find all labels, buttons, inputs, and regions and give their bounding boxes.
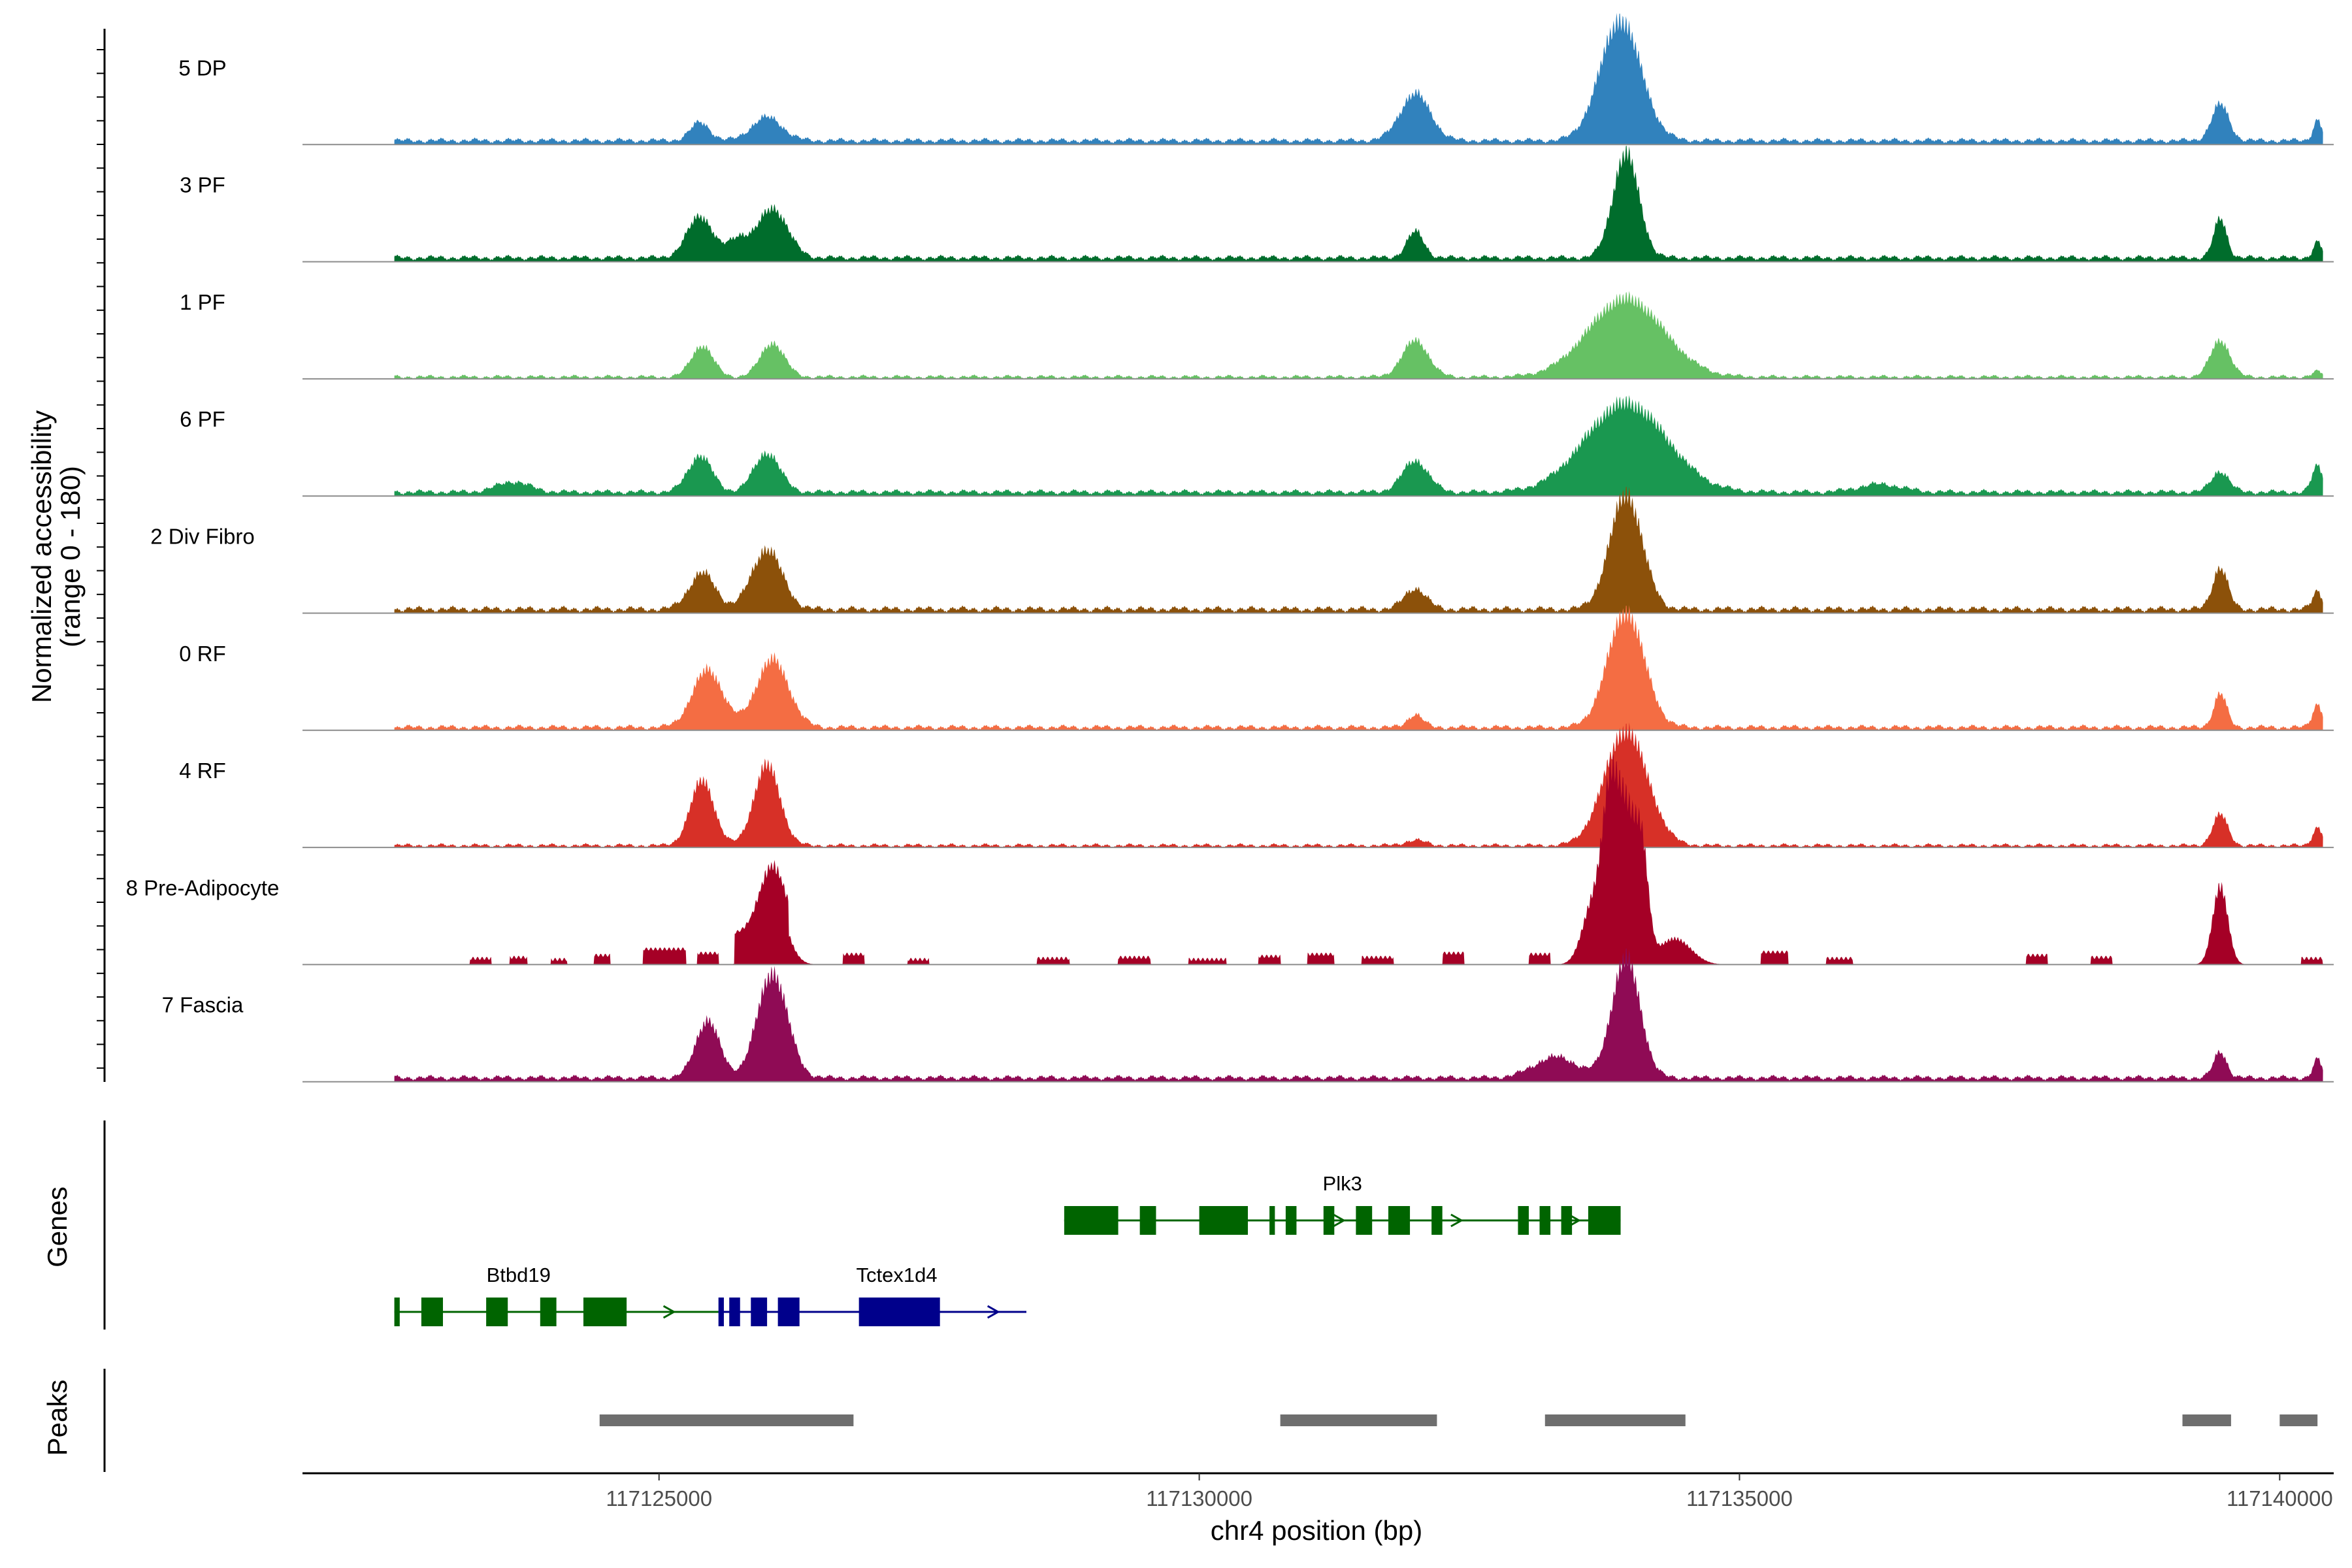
track-label: 0 RF xyxy=(179,642,226,666)
gene-plk3: Plk3 xyxy=(1064,1172,1621,1235)
gene-exon xyxy=(729,1298,740,1326)
gene-exon xyxy=(1139,1206,1156,1235)
track-label: 3 PF xyxy=(180,173,225,197)
gene-exon xyxy=(394,1298,400,1326)
track-label: 5 DP xyxy=(178,56,226,80)
gene-exon xyxy=(1269,1206,1275,1235)
peak-region xyxy=(1544,1414,1686,1426)
peak-region xyxy=(1280,1414,1437,1426)
gene-annotations: Plk3 Btbd19 Tctex1d4 xyxy=(394,1172,1621,1326)
track-label: 8 Pre-Adipocyte xyxy=(126,875,280,900)
gene-exon xyxy=(1388,1206,1411,1235)
track-label: 2 Div Fibro xyxy=(150,525,255,549)
gene-exon xyxy=(486,1298,508,1326)
left-axes xyxy=(97,29,106,1472)
gene-exon xyxy=(1285,1206,1297,1235)
track-8-pre-adipocyte: 8 Pre-Adipocyte xyxy=(126,753,2334,966)
gene-exon xyxy=(1323,1206,1335,1235)
strand-arrow-icon xyxy=(1568,1213,1581,1228)
coverage-tracks: 5 DP 3 PF 1 PF 6 PF 2 Div Fibro 0 RF 4 RF 8 Pre… xyxy=(126,12,2334,1083)
x-axis: 117125000 117130000 117135000 117140000 xyxy=(302,1472,2334,1511)
track-2-div-fibro: 2 Div Fibro xyxy=(150,486,2334,614)
gene-exon xyxy=(421,1298,443,1326)
gene-label: Tctex1d4 xyxy=(857,1264,938,1286)
gene-exon xyxy=(718,1298,724,1326)
x-axis-title: chr4 position (bp) xyxy=(1211,1515,1423,1546)
gene-exon xyxy=(1356,1206,1373,1235)
peaks-axis-title: Peaks xyxy=(42,1380,73,1456)
x-tick-label: 117130000 xyxy=(1146,1486,1252,1511)
gene-exon xyxy=(777,1298,800,1326)
strand-arrow-icon xyxy=(662,1305,676,1319)
track-5-dp: 5 DP xyxy=(178,12,2334,146)
track-label: 1 PF xyxy=(180,290,225,314)
track-1-pf: 1 PF xyxy=(180,290,2334,380)
gene-label: Btbd19 xyxy=(487,1264,551,1286)
gene-tctex1d4: Tctex1d4 xyxy=(718,1264,1026,1326)
strand-arrow-icon xyxy=(1333,1213,1346,1228)
coverage-area xyxy=(394,948,2323,1082)
y-axis-title-line2: (range 0 - 180) xyxy=(55,466,86,647)
gene-exon xyxy=(1199,1206,1249,1235)
gene-exon xyxy=(751,1298,768,1326)
gene-exon xyxy=(1518,1206,1529,1235)
track-4-rf: 4 RF xyxy=(179,722,2334,849)
x-tick-label: 117135000 xyxy=(1686,1486,1793,1511)
gene-exon xyxy=(540,1298,557,1326)
track-0-rf: 0 RF xyxy=(179,605,2334,731)
genes-axis-title: Genes xyxy=(42,1186,73,1267)
track-label: 6 PF xyxy=(180,407,225,431)
track-3-pf: 3 PF xyxy=(180,145,2334,263)
gene-exon xyxy=(583,1298,627,1326)
track-label: 4 RF xyxy=(179,759,226,783)
track-label: 7 Fascia xyxy=(162,993,244,1017)
gene-label: Plk3 xyxy=(1323,1172,1362,1195)
peak-region xyxy=(2182,1414,2231,1426)
gene-exon xyxy=(858,1298,940,1326)
gene-exon xyxy=(1064,1206,1119,1235)
track-6-pf: 6 PF xyxy=(180,395,2334,497)
gene-btbd19: Btbd19 xyxy=(394,1264,719,1326)
strand-arrow-icon xyxy=(987,1305,1000,1319)
track-7-fascia: 7 Fascia xyxy=(162,948,2334,1083)
y-axis-title-line1: Normalized accessibility xyxy=(26,410,57,703)
x-tick-label: 117125000 xyxy=(606,1486,712,1511)
strand-arrow-icon xyxy=(1450,1213,1463,1228)
gene-exon xyxy=(1539,1206,1551,1235)
gene-exon xyxy=(1561,1206,1573,1235)
peak-regions xyxy=(599,1414,2318,1426)
x-tick-label: 117140000 xyxy=(2227,1486,2333,1511)
peak-region xyxy=(599,1414,854,1426)
gene-exon xyxy=(1588,1206,1621,1235)
gene-exon xyxy=(1431,1206,1443,1235)
peak-region xyxy=(2279,1414,2318,1426)
